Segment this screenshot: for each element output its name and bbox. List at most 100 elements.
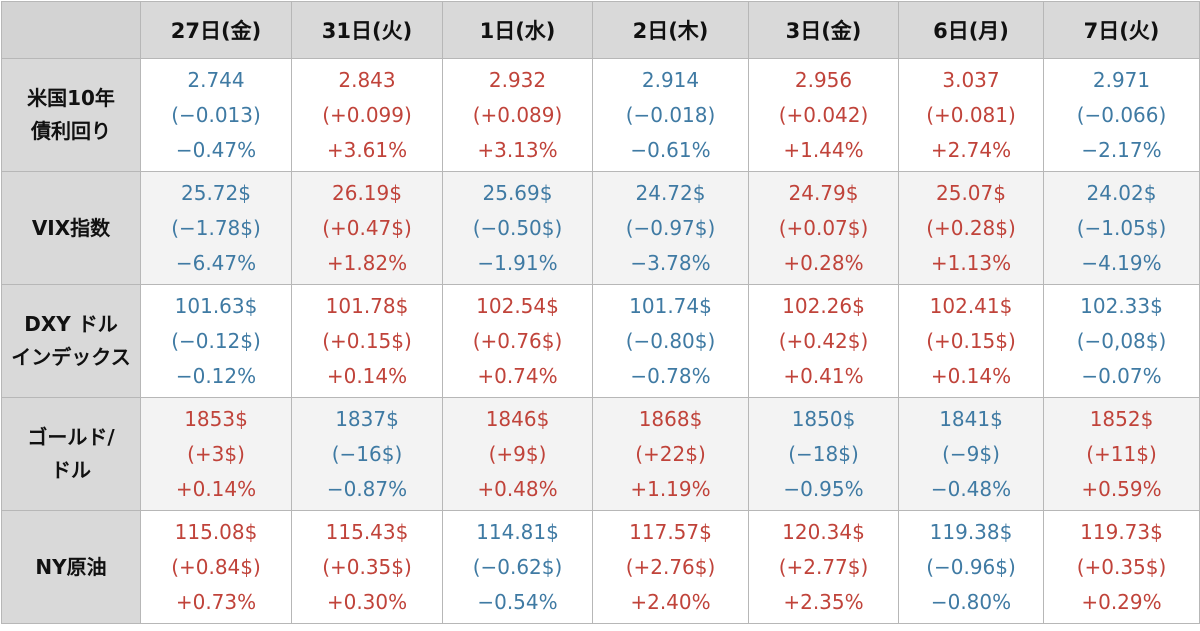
cell-change: (+0.15$) — [322, 328, 412, 353]
cell-change: (+0.35$) — [1076, 554, 1167, 579]
date-header: 2日(木) — [592, 1, 749, 59]
data-cell: 1850$ (−18$) −0.95% — [748, 397, 899, 511]
cell-value: 24.79$ — [788, 180, 859, 205]
data-cell: 102.41$ (+0.15$) +0.14% — [898, 284, 1044, 398]
cell-value: 115.08$ — [174, 519, 258, 544]
cell-change: (+0.84$) — [171, 554, 261, 579]
cell-value: 25.07$ — [936, 180, 1006, 205]
cell-value: 2.932 — [488, 67, 547, 92]
cell-value: 2.956 — [794, 67, 853, 92]
cell-percent: −4.19% — [1081, 250, 1162, 275]
data-cell: 1841$ (−9$) −0.48% — [898, 397, 1044, 511]
row-label-line: インデックス — [11, 345, 131, 369]
cell-value: 102.33$ — [1080, 293, 1163, 318]
date-header: 31日(火) — [291, 1, 443, 59]
cell-change: (−9$) — [942, 441, 1000, 466]
cell-percent: +1.44% — [783, 137, 864, 162]
cell-percent: −0.07% — [1081, 363, 1162, 388]
cell-value: 1850$ — [791, 406, 856, 431]
row-label: NY原油 — [1, 510, 141, 624]
cell-percent: −6.47% — [175, 250, 257, 275]
data-cell: 117.57$ (+2.76$) +2.40% — [592, 510, 749, 624]
cell-change: (−0.50$) — [472, 215, 563, 240]
cell-value: 101.78$ — [325, 293, 409, 318]
cell-change: (+0.76$) — [472, 328, 563, 353]
data-cell: 115.08$ (+0.84$) +0.73% — [140, 510, 292, 624]
cell-percent: −0.47% — [175, 137, 257, 162]
cell-percent: −0.61% — [630, 137, 711, 162]
cell-value: 3.037 — [942, 67, 1000, 92]
cell-value: 115.43$ — [325, 519, 409, 544]
cell-percent: −3.78% — [630, 250, 711, 275]
data-cell: 2.956 (+0.042) +1.44% — [748, 58, 899, 172]
cell-percent: −1.91% — [477, 250, 558, 275]
date-header: 27日(金) — [140, 1, 292, 59]
row-label-line: 債利回り — [31, 119, 111, 143]
table-row: NY原油 115.08$ (+0.84$) +0.73% 115.43$ (+0.35$)… — [1, 510, 1200, 624]
cell-percent: +0.48% — [477, 476, 558, 501]
row-label-line: 米国10年 — [27, 86, 115, 110]
cell-change: (+0.35$) — [322, 554, 412, 579]
data-cell: 119.38$ (−0.96$) −0.80% — [898, 510, 1044, 624]
cell-value: 1868$ — [638, 406, 703, 431]
table-body: 米国10年 債利回り 2.744 (−0.013) −0.47% 2.843 (+0.099… — [1, 58, 1200, 624]
cell-value: 1852$ — [1089, 406, 1154, 431]
cell-change: (+11$) — [1086, 441, 1157, 466]
data-cell: 24.79$ (+0.07$) +0.28% — [748, 171, 899, 285]
cell-percent: −0.95% — [783, 476, 864, 501]
data-cell: 115.43$ (+0.35$) +0.30% — [291, 510, 443, 624]
cell-change: (+0.042) — [778, 102, 869, 127]
date-header: 6日(月) — [898, 1, 1044, 59]
cell-change: (+0.42$) — [778, 328, 869, 353]
cell-value: 2.843 — [338, 67, 396, 92]
cell-change: (−0.12$) — [171, 328, 261, 353]
date-header: 1日(水) — [442, 1, 593, 59]
cell-change: (−16$) — [331, 441, 403, 466]
data-cell: 114.81$ (−0.62$) −0.54% — [442, 510, 593, 624]
cell-percent: +0.14% — [175, 476, 257, 501]
row-label-line: DXY ドル — [24, 312, 118, 336]
cell-percent: +0.73% — [175, 589, 257, 614]
cell-value: 2.914 — [641, 67, 700, 92]
cell-value: 119.38$ — [929, 519, 1013, 544]
cell-change: (−0,08$) — [1076, 328, 1167, 353]
cell-value: 102.26$ — [782, 293, 865, 318]
cell-value: 117.57$ — [629, 519, 712, 544]
row-label: DXY ドル インデックス — [1, 284, 141, 398]
date-header: 3日(金) — [748, 1, 899, 59]
data-cell: 101.74$ (−0.80$) −0.78% — [592, 284, 749, 398]
data-cell: 119.73$ (+0.35$) +0.29% — [1043, 510, 1200, 624]
cell-percent: −2.17% — [1081, 137, 1162, 162]
cell-change: (−0.80$) — [625, 328, 716, 353]
corner-cell — [1, 1, 141, 59]
cell-change: (+0.07$) — [778, 215, 869, 240]
cell-percent: +0.59% — [1081, 476, 1162, 501]
row-label-line: NY原油 — [35, 554, 107, 579]
cell-change: (+2.76$) — [625, 554, 716, 579]
data-cell: 1868$ (+22$) +1.19% — [592, 397, 749, 511]
cell-value: 2.971 — [1092, 67, 1151, 92]
cell-percent: −0.78% — [630, 363, 711, 388]
data-cell: 102.54$ (+0.76$) +0.74% — [442, 284, 593, 398]
cell-change: (+3$) — [187, 441, 245, 466]
row-label: 米国10年債利回り — [1, 58, 141, 172]
cell-change: (−1.78$) — [171, 215, 261, 240]
cell-change: (−0.066) — [1076, 102, 1167, 127]
cell-change: (−1.05$) — [1076, 215, 1167, 240]
cell-percent: +3.61% — [326, 137, 408, 162]
row-label-line: ドル — [51, 458, 91, 482]
cell-change: (+0.47$) — [322, 215, 412, 240]
cell-change: (−0.96$) — [926, 554, 1016, 579]
cell-value: 114.81$ — [476, 519, 559, 544]
cell-change: (−0.018) — [625, 102, 716, 127]
data-cell: 1837$ (−16$) −0.87% — [291, 397, 443, 511]
cell-value: 120.34$ — [782, 519, 865, 544]
cell-percent: −0.54% — [477, 589, 558, 614]
row-label: VIX指数 — [1, 171, 141, 285]
cell-change: (+0.089) — [472, 102, 563, 127]
cell-value: 1837$ — [335, 406, 399, 431]
row-label: ゴールド/ドル — [1, 397, 141, 511]
cell-value: 1841$ — [939, 406, 1003, 431]
cell-change: (−18$) — [788, 441, 859, 466]
cell-percent: −0.48% — [930, 476, 1012, 501]
